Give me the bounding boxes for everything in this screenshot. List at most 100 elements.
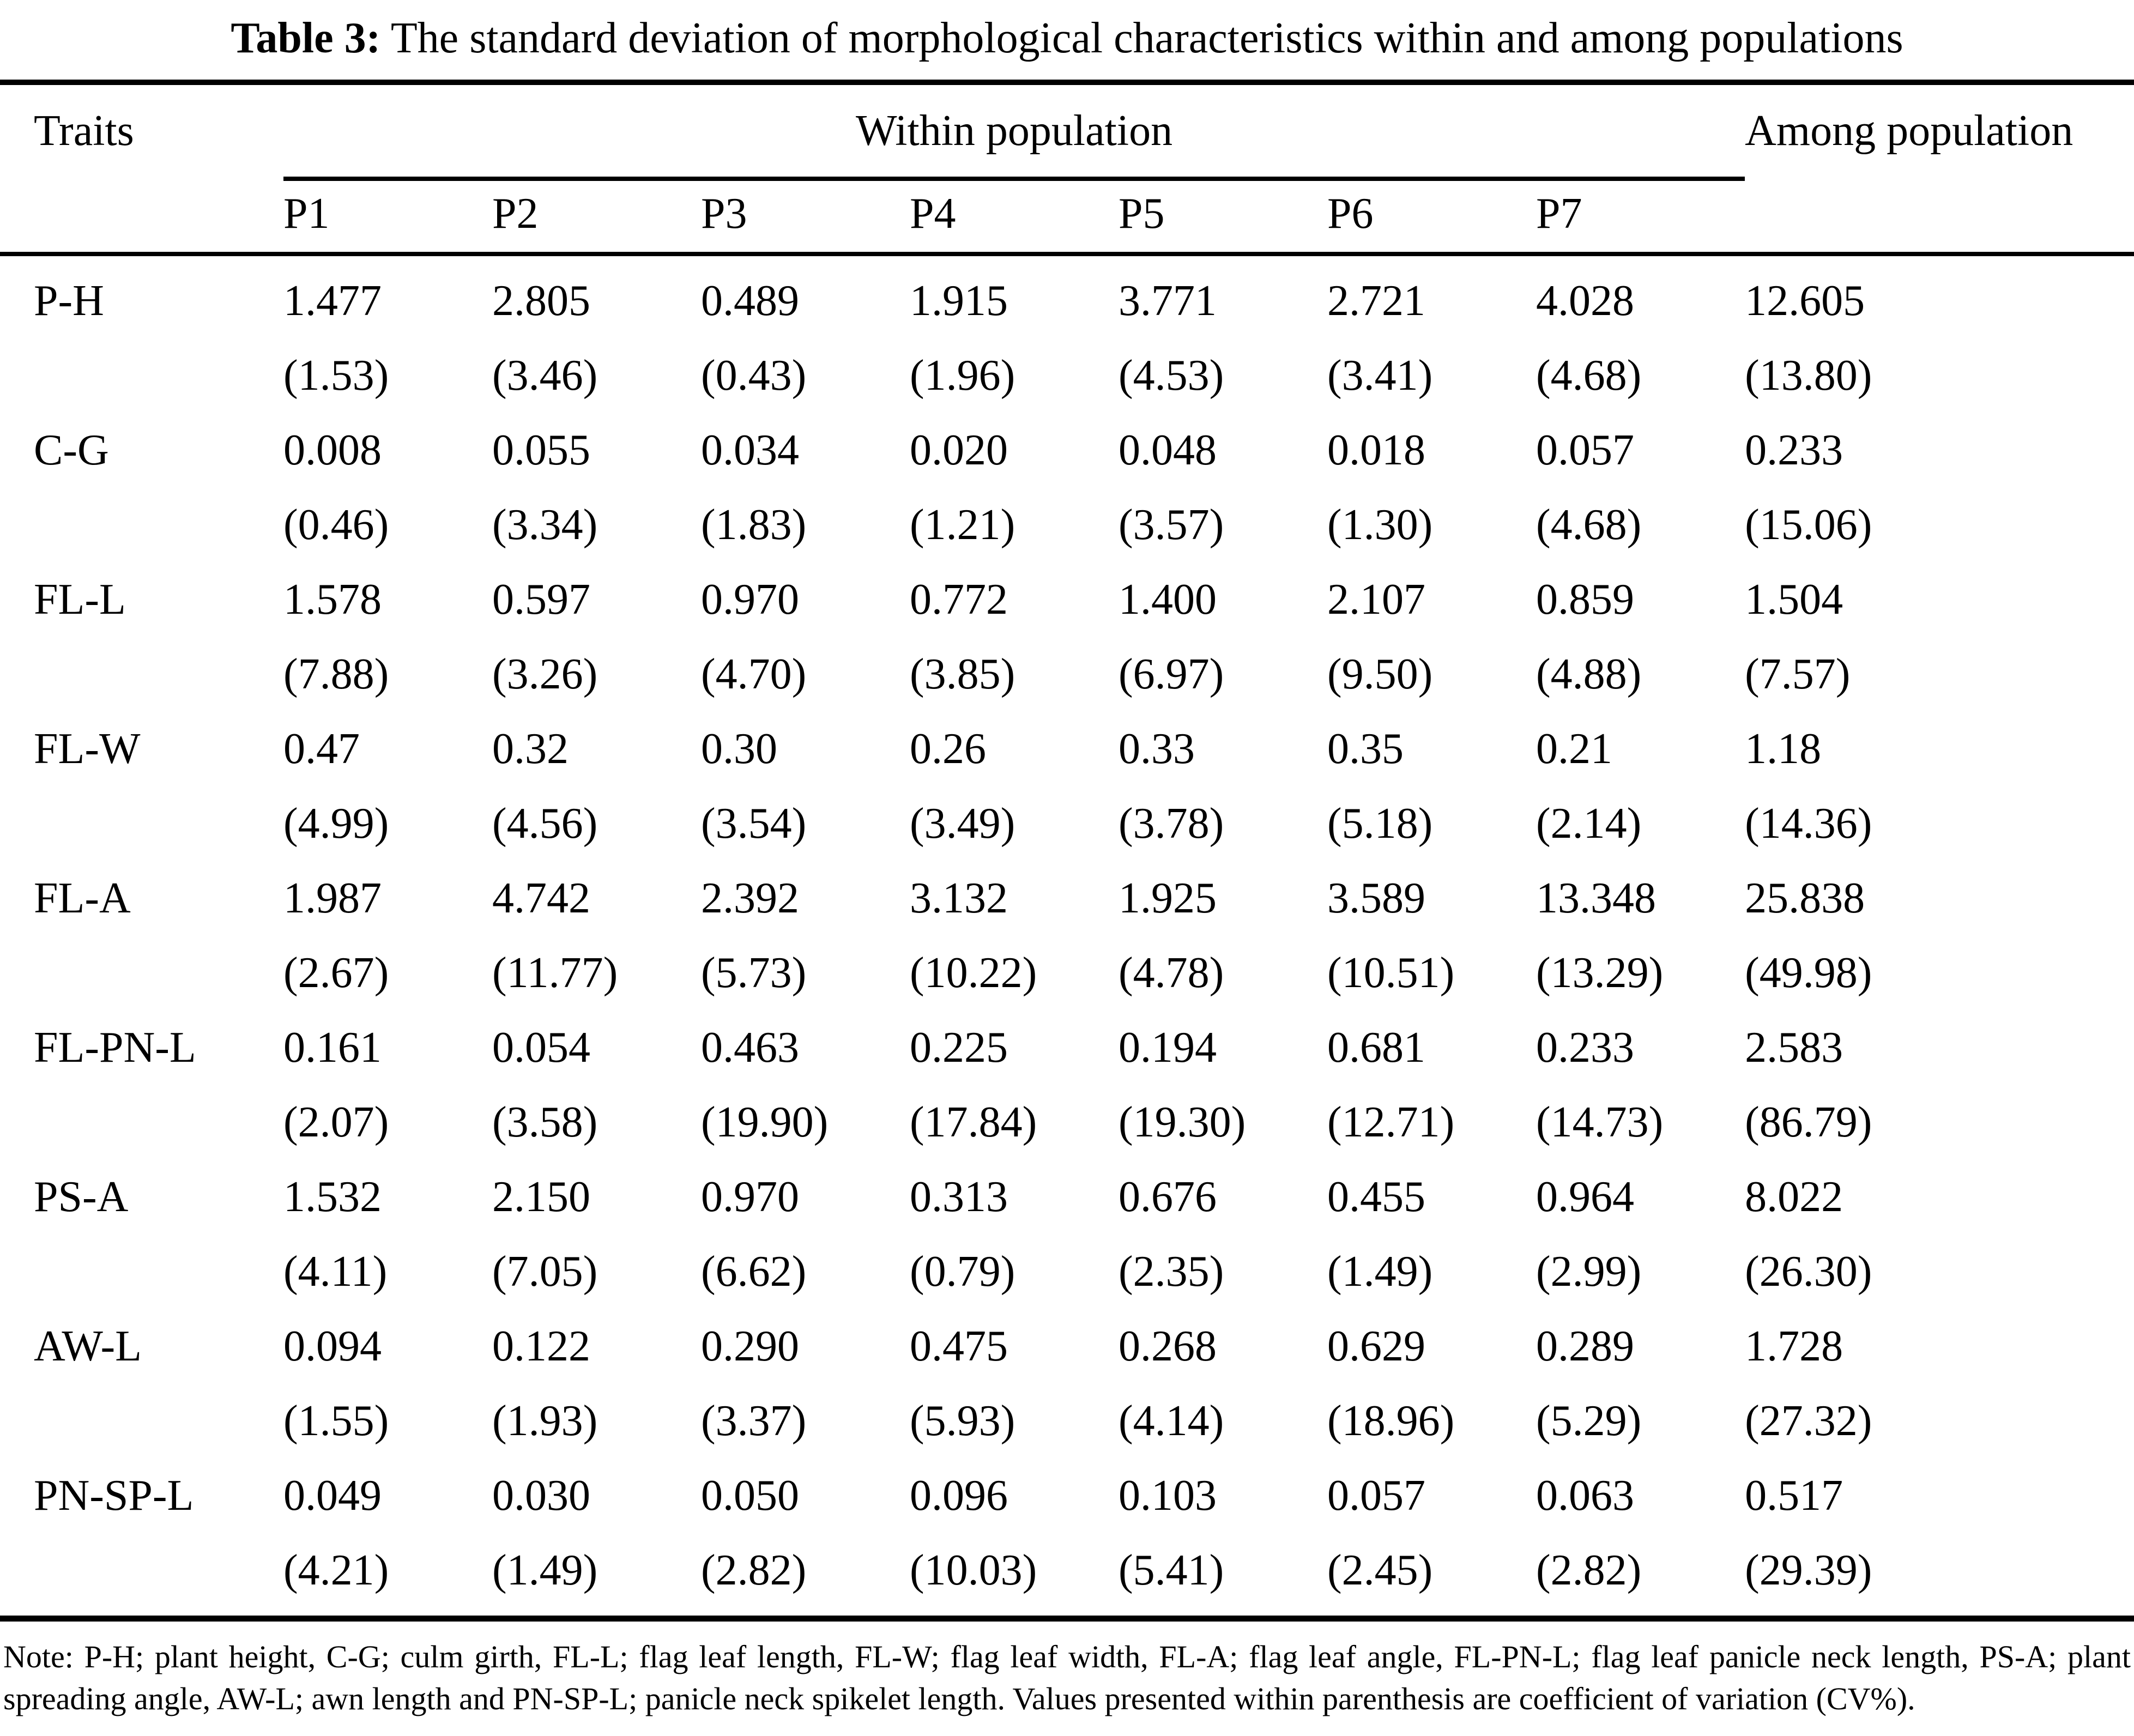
trait-cell: AW-L	[34, 1322, 142, 1370]
value-cell: 12.605	[1745, 277, 1865, 325]
table-body: P-H 1.477 2.805 0.489 1.915 3.771 2.721 4.028 12…	[0, 254, 2134, 1619]
column-header-p4: P4	[910, 179, 1119, 256]
value-cell: 0.964	[1536, 1173, 1634, 1221]
cv-cell: (14.73)	[1536, 1098, 1664, 1146]
cv-cell: (2.45)	[1327, 1546, 1433, 1594]
cv-cell: (27.32)	[1745, 1397, 1872, 1445]
cv-cell: (7.57)	[1745, 650, 1851, 698]
value-cell: 0.597	[492, 576, 590, 624]
cv-cell: (3.49)	[910, 800, 1015, 848]
value-cell: 0.057	[1327, 1472, 1425, 1520]
column-header-p5: P5	[1119, 179, 1327, 256]
cv-cell: (5.29)	[1536, 1397, 1642, 1445]
cv-cell: (1.49)	[492, 1546, 598, 1594]
value-cell: 0.055	[492, 426, 590, 474]
value-cell: 0.676	[1119, 1173, 1217, 1221]
value-cell: 4.028	[1536, 277, 1634, 325]
trait-cell-blank	[0, 936, 283, 1011]
cv-cell: (29.39)	[1745, 1546, 1872, 1594]
trait-cell-blank	[0, 1085, 283, 1160]
cv-cell: (4.99)	[283, 800, 389, 848]
cv-cell: (2.35)	[1119, 1248, 1224, 1296]
table-row-cv: (0.46) (3.34) (1.83) (1.21) (3.57) (1.30) (4.6…	[0, 488, 2134, 562]
trait-cell: PN-SP-L	[34, 1472, 194, 1520]
value-cell: 3.132	[910, 874, 1008, 922]
table-title-text: The standard deviation of morphological …	[390, 14, 1903, 62]
table-footnote: Note: P-H; plant height, C-G; culm girth…	[3, 1639, 2131, 1716]
column-header-p3: P3	[701, 179, 910, 256]
value-cell: 13.348	[1536, 874, 1656, 922]
cv-cell: (4.88)	[1536, 650, 1642, 698]
table-row-values: FL-PN-L 0.161 0.054 0.463 0.225 0.194 0.681 0.2…	[0, 1011, 2134, 1085]
cv-cell: (5.73)	[701, 949, 807, 997]
trait-cell-blank	[0, 637, 283, 712]
cv-cell: (14.36)	[1745, 800, 1872, 848]
column-header-p6: P6	[1327, 179, 1536, 256]
header-row-populations: P1 P2 P3 P4 P5 P6 P7	[0, 179, 2134, 256]
cv-cell: (2.82)	[1536, 1546, 1642, 1594]
cv-cell: (1.30)	[1327, 501, 1433, 549]
value-cell: 2.721	[1327, 277, 1425, 325]
column-header-traits: Traits	[0, 82, 283, 256]
cv-cell: (86.79)	[1745, 1098, 1872, 1146]
cv-cell: (49.98)	[1745, 949, 1872, 997]
cv-cell: (2.99)	[1536, 1248, 1642, 1296]
table-row-values: C-G 0.008 0.055 0.034 0.020 0.048 0.018 0.057 0.…	[0, 413, 2134, 488]
cv-cell: (4.11)	[283, 1248, 388, 1296]
value-cell: 0.225	[910, 1024, 1008, 1072]
cv-cell: (9.50)	[1327, 650, 1433, 698]
value-cell: 1.504	[1745, 576, 1843, 624]
value-cell: 0.26	[910, 725, 986, 773]
value-cell: 1.925	[1119, 874, 1217, 922]
value-cell: 0.268	[1119, 1322, 1217, 1370]
cv-cell: (1.96)	[910, 352, 1015, 400]
table-row-values: FL-W 0.47 0.32 0.30 0.26 0.33 0.35 0.21 1.18	[0, 712, 2134, 787]
value-cell: 2.583	[1745, 1024, 1843, 1072]
cv-cell: (3.54)	[701, 800, 807, 848]
value-cell: 0.313	[910, 1173, 1008, 1221]
trait-cell-blank	[0, 1384, 283, 1459]
cv-cell: (4.70)	[701, 650, 807, 698]
column-header-among-population: Among population	[1745, 82, 2134, 256]
column-header-p1: P1	[283, 179, 492, 256]
table-title: Table 3: The standard deviation of morph…	[0, 0, 2134, 80]
value-cell: 0.094	[283, 1322, 382, 1370]
value-cell: 0.35	[1327, 725, 1404, 773]
value-cell: 0.018	[1327, 426, 1425, 474]
value-cell: 0.772	[910, 576, 1008, 624]
cv-cell: (19.90)	[701, 1098, 829, 1146]
value-cell: 0.233	[1745, 426, 1843, 474]
value-cell: 0.970	[701, 576, 799, 624]
value-cell: 0.063	[1536, 1472, 1634, 1520]
value-cell: 1.18	[1745, 725, 1822, 773]
value-cell: 3.771	[1119, 277, 1217, 325]
cv-cell: (5.41)	[1119, 1546, 1224, 1594]
cv-cell: (4.78)	[1119, 949, 1224, 997]
value-cell: 0.050	[701, 1472, 799, 1520]
table-row-values: PN-SP-L 0.049 0.030 0.050 0.096 0.103 0.057 0.0…	[0, 1459, 2134, 1533]
value-cell: 4.742	[492, 874, 590, 922]
trait-cell: FL-PN-L	[34, 1024, 196, 1072]
trait-cell: FL-L	[34, 576, 126, 624]
table-row-cv: (4.21) (1.49) (2.82) (10.03) (5.41) (2.45) (2.…	[0, 1533, 2134, 1619]
table-row-values: AW-L 0.094 0.122 0.290 0.475 0.268 0.629 0.289 1…	[0, 1309, 2134, 1384]
trait-cell-blank	[0, 1235, 283, 1309]
value-cell: 0.455	[1327, 1173, 1425, 1221]
trait-cell-blank	[0, 488, 283, 562]
cv-cell: (0.79)	[910, 1248, 1015, 1296]
cv-cell: (19.30)	[1119, 1098, 1246, 1146]
cv-cell: (3.34)	[492, 501, 598, 549]
value-cell: 0.049	[283, 1472, 382, 1520]
cv-cell: (7.05)	[492, 1248, 598, 1296]
value-cell: 0.161	[283, 1024, 382, 1072]
cv-cell: (5.93)	[910, 1397, 1015, 1445]
value-cell: 8.022	[1745, 1173, 1843, 1221]
value-cell: 0.048	[1119, 426, 1217, 474]
value-cell: 1.728	[1745, 1322, 1843, 1370]
value-cell: 2.805	[492, 277, 590, 325]
value-cell: 0.47	[283, 725, 360, 773]
table-title-label: Table 3:	[231, 14, 381, 62]
trait-cell: P-H	[34, 277, 104, 325]
table-row-cv: (4.11) (7.05) (6.62) (0.79) (2.35) (1.49) (2.9…	[0, 1235, 2134, 1309]
value-cell: 0.489	[701, 277, 799, 325]
